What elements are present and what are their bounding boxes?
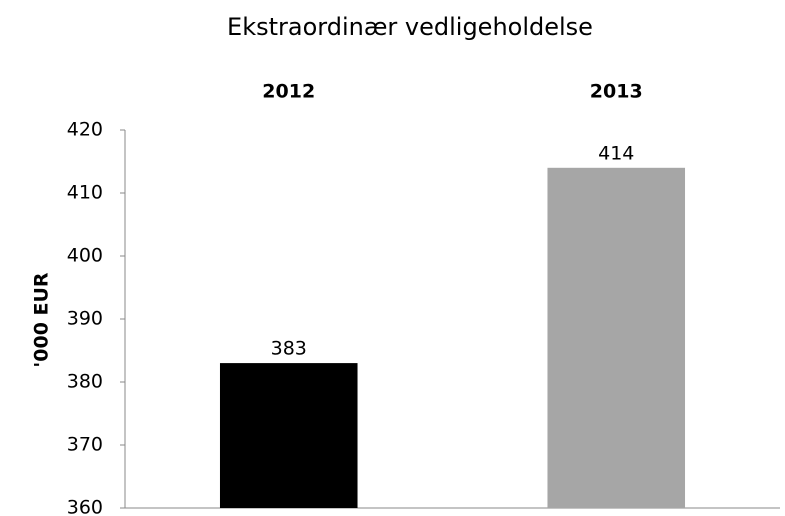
value-label: 383 — [271, 338, 307, 360]
chart-title: Ekstraordinær vedligeholdelse — [227, 13, 593, 41]
y-axis-label: '000 EUR — [31, 272, 53, 367]
category-label: 2012 — [262, 81, 315, 103]
value-label: 414 — [598, 142, 634, 164]
y-tick-label: 370 — [67, 434, 103, 456]
y-tick-label: 360 — [67, 497, 103, 516]
y-tick-label: 390 — [67, 308, 103, 330]
y-tick-label: 380 — [67, 371, 103, 393]
y-tick-label: 410 — [67, 182, 103, 204]
category-label: 2013 — [590, 81, 643, 103]
bar — [547, 167, 686, 509]
bar — [219, 363, 358, 508]
y-tick-label: 420 — [67, 119, 103, 141]
y-tick-label: 400 — [67, 245, 103, 267]
